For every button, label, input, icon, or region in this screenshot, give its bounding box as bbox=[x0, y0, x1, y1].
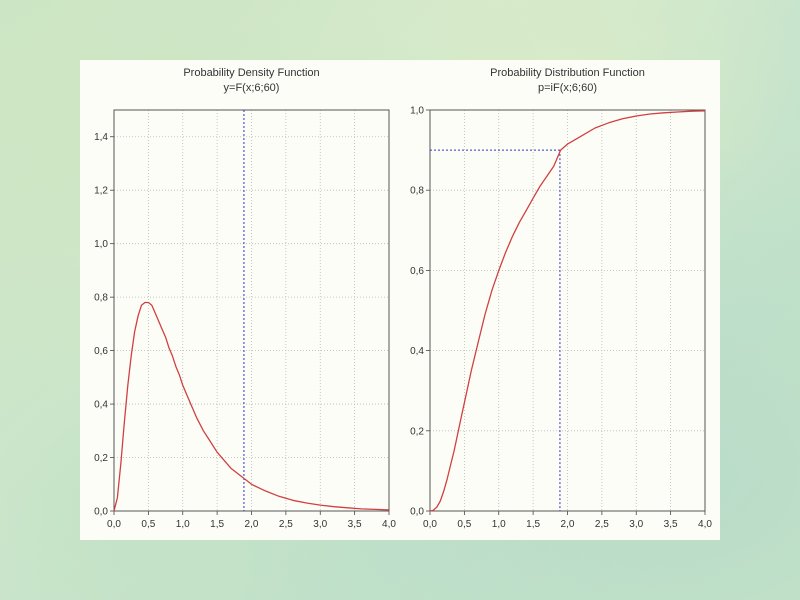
charts-canvas: Probability Density Function y=F(x;6;60) 0… bbox=[94, 67, 712, 530]
x-tick-label: 1,5 bbox=[210, 519, 224, 530]
x-tick-label: 0,5 bbox=[457, 519, 471, 530]
x-tick-label: 3,0 bbox=[629, 519, 643, 530]
y-tick-label: 1,0 bbox=[410, 106, 424, 117]
plot-frame bbox=[429, 109, 706, 512]
y-tick-label: 0,6 bbox=[94, 346, 108, 357]
x-tick-label: 1,5 bbox=[526, 519, 540, 530]
x-tick-label: 2,5 bbox=[595, 519, 609, 530]
y-tick-label: 0,2 bbox=[94, 453, 108, 464]
x-tick-label: 1,0 bbox=[176, 519, 190, 530]
x-tick-label: 1,0 bbox=[492, 519, 506, 530]
x-tick-label: 4,0 bbox=[382, 519, 396, 530]
chart-subtitle: p=iF(x;6;60) bbox=[538, 82, 597, 94]
x-tick-label: 3,0 bbox=[313, 519, 327, 530]
chart-title: Probability Density Function bbox=[183, 67, 319, 79]
y-tick-label: 0,8 bbox=[94, 293, 108, 304]
y-tick-label: 0,0 bbox=[94, 507, 108, 518]
x-tick-label: 0,5 bbox=[141, 519, 155, 530]
series-line bbox=[429, 110, 706, 512]
x-tick-label: 0,0 bbox=[107, 519, 121, 530]
y-tick-label: 0,0 bbox=[410, 507, 424, 518]
x-tick-label: 4,0 bbox=[698, 519, 712, 530]
y-tick-label: 0,2 bbox=[410, 426, 424, 437]
chart-title: Probability Distribution Function bbox=[490, 67, 645, 79]
y-tick-label: 1,0 bbox=[94, 239, 108, 250]
x-tick-label: 2,0 bbox=[245, 519, 259, 530]
y-tick-label: 1,4 bbox=[94, 132, 108, 143]
y-tick-label: 0,4 bbox=[94, 400, 108, 411]
chart-panel: Probability Density Function y=F(x;6;60) 0… bbox=[80, 60, 720, 540]
x-tick-label: 2,5 bbox=[279, 519, 293, 530]
y-tick-label: 1,2 bbox=[94, 186, 108, 197]
chart-1: Probability Density Function y=F(x;6;60) 0… bbox=[94, 67, 396, 530]
y-tick-label: 0,4 bbox=[410, 346, 424, 357]
series-line bbox=[113, 301, 390, 512]
chart-subtitle: y=F(x;6;60) bbox=[224, 82, 280, 94]
plot-frame bbox=[113, 109, 390, 512]
x-tick-label: 0,0 bbox=[423, 519, 437, 530]
x-tick-label: 3,5 bbox=[348, 519, 362, 530]
x-tick-label: 3,5 bbox=[664, 519, 678, 530]
chart-2: Probability Distribution Function p=iF(x;… bbox=[410, 67, 712, 530]
y-tick-label: 0,6 bbox=[410, 266, 424, 277]
y-tick-label: 0,8 bbox=[410, 186, 424, 197]
x-tick-label: 2,0 bbox=[561, 519, 575, 530]
